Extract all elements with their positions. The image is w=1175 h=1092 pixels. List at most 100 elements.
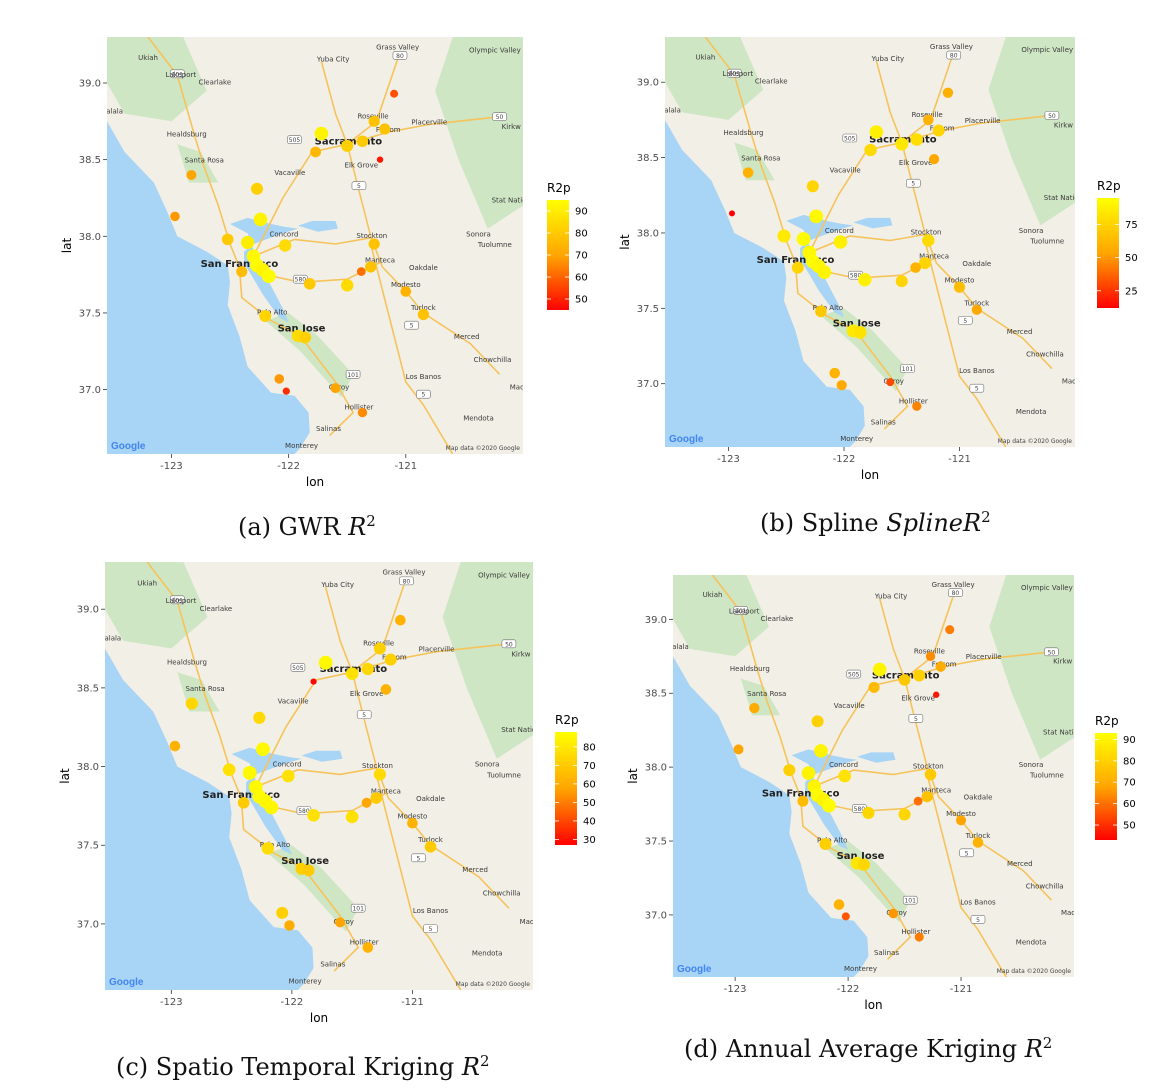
caption-symbol: R [348,513,367,541]
data-point [345,810,359,824]
place-label: Manteca [921,786,951,794]
place-label: Vacaville [278,698,309,706]
highway [809,233,926,254]
data-point [282,387,290,395]
place-label: Grass Valley [383,569,426,577]
highway-shield: 5 [959,848,974,857]
data-point [895,137,909,151]
data-point [417,308,429,321]
place-label: Tuolumne [477,241,512,249]
shield-label: 50 [505,641,513,648]
ocean [673,575,869,977]
legend-tick-label: 60 [1123,799,1136,810]
place-label: Kirkw [1054,121,1073,129]
highway [252,52,401,257]
shield-label: 5 [911,181,915,188]
highway-shield: 5 [404,320,419,330]
place-label: Healdsburg [167,131,207,139]
place-label: Placerville [411,118,447,126]
shield-label: 80 [952,590,960,597]
highway [320,61,348,145]
google-logo: Google [109,977,144,988]
caption-symbol: SplineR [886,509,982,537]
data-point [945,625,955,635]
place-label: Turlock [417,836,444,844]
data-point [390,89,399,98]
data-point [791,261,804,274]
y-axis-title: lat [58,768,72,784]
shield-box [170,595,185,605]
x-tick-label: -123 [160,461,183,472]
place-label: Santa Rosa [185,685,224,693]
y-tick-label: 37.5 [77,841,99,852]
data-point [809,209,824,224]
data-point [928,153,940,165]
data-point [314,126,329,141]
shield-label: 50 [496,114,504,121]
place-label: Kirkw [502,123,521,131]
place-label: Mendota [463,414,494,422]
shield-box [948,588,963,598]
legend-tick-label: 75 [1125,220,1138,231]
legend-tick-label: 60 [583,779,596,790]
shield-label: 5 [963,318,967,325]
data-point [895,275,908,288]
shield-box [399,576,414,586]
shield-label: 5 [914,716,918,723]
map-attribution: Map data ©2020 Google [997,968,1072,975]
place-label: Tuolumne [486,772,521,780]
y-tick-label: 38.0 [637,228,659,239]
data-point [278,239,292,252]
highway-shield: 505 [290,663,306,672]
highway-shield: 5 [957,316,973,325]
highway-shield: 5 [356,710,372,719]
bay [791,749,858,850]
bay [231,747,302,855]
y-tick-label: 39.0 [637,78,659,89]
place-label: Oakdale [962,260,991,268]
shield-label: 80 [403,578,411,585]
place-label: salala [661,106,681,114]
shield-label: 101 [904,898,916,905]
ocean [665,37,865,447]
data-point [222,763,236,777]
data-point [264,800,279,815]
highway [813,767,928,788]
data-points [728,87,982,411]
highway-shield: 50 [1044,111,1060,120]
place-label: Monterey [840,435,873,443]
data-point [841,912,850,921]
google-logo: Google [677,964,712,975]
shield-box [970,915,986,924]
shield-box [902,895,918,905]
data-point [185,697,198,710]
place-label: Sonora [1019,761,1044,769]
y-axis-title: lat [626,768,640,784]
place-label: Oakdale [409,264,438,272]
google-logo: Google [669,434,704,445]
y-tick-label: 37.5 [637,304,659,315]
place-label: Yuba City [320,581,354,589]
legend-title: R2p [547,181,571,195]
legend-tick-label: 90 [575,207,588,218]
shield-box [345,369,361,379]
ocean [107,37,310,454]
highway-shield: 5 [416,389,431,399]
x-axis-title: lon [306,475,324,489]
place-label: Olympic Valley [1021,584,1073,592]
legend-tick-label: 30 [583,835,596,846]
place-label: Modesto [398,812,428,820]
shield-label: 101 [902,366,914,373]
legend-tick-label: 50 [575,295,588,306]
place-label: Santa Rosa [185,157,224,165]
data-point [302,864,315,877]
place-label: Monterey [844,965,877,973]
shield-box [733,606,749,615]
shield-box [906,178,921,188]
legend-colorbar [555,732,577,845]
x-tick-label: -122 [837,984,860,995]
place-label: Tuolumne [1029,771,1064,779]
